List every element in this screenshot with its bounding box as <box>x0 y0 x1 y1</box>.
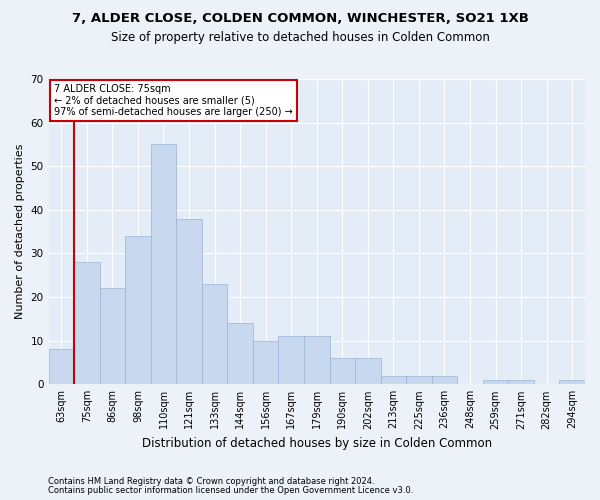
Bar <box>125 236 151 384</box>
Text: 7, ALDER CLOSE, COLDEN COMMON, WINCHESTER, SO21 1XB: 7, ALDER CLOSE, COLDEN COMMON, WINCHESTE… <box>71 12 529 26</box>
Bar <box>202 284 227 384</box>
Bar <box>151 144 176 384</box>
Bar <box>304 336 329 384</box>
Text: Contains HM Land Registry data © Crown copyright and database right 2024.: Contains HM Land Registry data © Crown c… <box>48 477 374 486</box>
Text: 7 ALDER CLOSE: 75sqm
← 2% of detached houses are smaller (5)
97% of semi-detache: 7 ALDER CLOSE: 75sqm ← 2% of detached ho… <box>54 84 293 117</box>
Bar <box>278 336 304 384</box>
Bar <box>329 358 355 384</box>
Text: Contains public sector information licensed under the Open Government Licence v3: Contains public sector information licen… <box>48 486 413 495</box>
Bar <box>355 358 380 384</box>
Bar <box>176 218 202 384</box>
Bar <box>100 288 125 384</box>
Bar <box>483 380 508 384</box>
Bar <box>227 323 253 384</box>
Y-axis label: Number of detached properties: Number of detached properties <box>15 144 25 320</box>
Bar <box>559 380 585 384</box>
Bar <box>49 350 74 384</box>
Bar <box>406 376 432 384</box>
Bar <box>432 376 457 384</box>
X-axis label: Distribution of detached houses by size in Colden Common: Distribution of detached houses by size … <box>142 437 492 450</box>
Bar <box>74 262 100 384</box>
Text: Size of property relative to detached houses in Colden Common: Size of property relative to detached ho… <box>110 31 490 44</box>
Bar <box>380 376 406 384</box>
Bar <box>508 380 534 384</box>
Bar <box>253 340 278 384</box>
